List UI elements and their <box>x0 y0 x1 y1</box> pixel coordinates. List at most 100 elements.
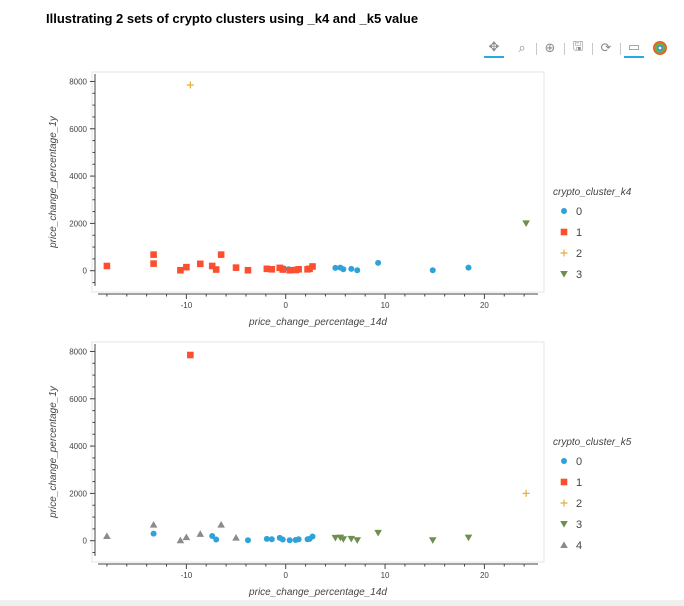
data-point[interactable] <box>522 489 530 497</box>
data-point[interactable] <box>339 536 348 543</box>
data-point[interactable] <box>295 265 302 273</box>
save-tool-icon[interactable]: 🖫 <box>572 39 584 54</box>
data-point[interactable] <box>196 530 205 537</box>
legend-item-label[interactable]: 4 <box>576 540 582 552</box>
data-point[interactable] <box>268 536 275 543</box>
data-point[interactable] <box>212 266 220 273</box>
data-point[interactable] <box>263 535 270 542</box>
data-point[interactable] <box>353 537 362 544</box>
legend-item-label[interactable]: 1 <box>576 477 582 489</box>
y-tick-label: 0 <box>83 537 88 546</box>
series-cluster-2 <box>522 489 530 497</box>
data-point[interactable] <box>244 537 251 544</box>
legend-item-label[interactable]: 0 <box>576 206 582 218</box>
legend-title: crypto_cluster_k4 <box>553 187 632 198</box>
data-point[interactable] <box>177 266 184 274</box>
data-point[interactable] <box>149 521 158 528</box>
data-point[interactable] <box>340 266 347 273</box>
hover-tool-icon[interactable]: ▭ <box>624 38 644 58</box>
y-tick-label: 2000 <box>69 219 87 228</box>
data-point[interactable] <box>196 260 204 268</box>
legend-marker-icon[interactable] <box>560 499 568 507</box>
data-point[interactable] <box>354 267 361 274</box>
data-point[interactable] <box>309 263 316 270</box>
data-point[interactable] <box>103 262 111 270</box>
y-tick-label: 4000 <box>69 172 87 181</box>
y-tick-label: 8000 <box>69 347 87 356</box>
data-point[interactable] <box>336 534 345 542</box>
data-point[interactable] <box>309 533 316 540</box>
toolbar-separator <box>592 43 593 55</box>
data-point[interactable] <box>286 537 293 544</box>
legend-item-label[interactable]: 3 <box>576 519 582 531</box>
data-point[interactable] <box>464 534 473 542</box>
data-point[interactable] <box>103 532 111 539</box>
toolbar-separator <box>620 43 621 55</box>
data-point[interactable] <box>331 534 340 542</box>
legend-marker-icon[interactable] <box>560 271 568 278</box>
data-point[interactable] <box>186 81 194 89</box>
data-point[interactable] <box>347 535 356 543</box>
data-point[interactable] <box>279 266 287 273</box>
series-cluster-3 <box>331 529 473 544</box>
box-zoom-tool-icon[interactable]: ⌕ <box>518 40 526 56</box>
data-point[interactable] <box>268 265 276 273</box>
data-point[interactable] <box>213 536 220 543</box>
scrollbar-track[interactable] <box>0 600 684 606</box>
data-point[interactable] <box>263 265 271 273</box>
data-point[interactable] <box>375 259 382 266</box>
data-point[interactable] <box>232 534 240 541</box>
legend-marker-icon[interactable] <box>560 521 568 528</box>
legend-marker-icon[interactable] <box>561 208 567 214</box>
data-point[interactable] <box>209 532 216 539</box>
data-point[interactable] <box>465 264 472 271</box>
y-tick-label: 0 <box>83 267 88 276</box>
data-point[interactable] <box>150 251 157 258</box>
series-cluster-4 <box>103 521 240 544</box>
data-point[interactable] <box>183 263 190 271</box>
series-cluster-1 <box>103 251 316 274</box>
x-tick-label: -10 <box>181 571 193 580</box>
data-point[interactable] <box>332 264 339 271</box>
data-point[interactable] <box>176 536 185 544</box>
data-point[interactable] <box>182 533 191 541</box>
y-tick-label: 2000 <box>69 489 87 498</box>
data-point[interactable] <box>279 536 286 543</box>
data-point[interactable] <box>295 536 302 543</box>
y-tick-label: 6000 <box>69 125 87 134</box>
wheel-zoom-tool-icon[interactable]: ⊕ <box>544 40 556 56</box>
legend-marker-icon[interactable] <box>560 541 568 548</box>
legend-item-label[interactable]: 0 <box>576 456 582 468</box>
data-point[interactable] <box>286 266 293 274</box>
data-point[interactable] <box>150 260 157 267</box>
legend-item-label[interactable]: 3 <box>576 269 582 281</box>
legend-item-label[interactable]: 1 <box>576 227 582 239</box>
data-point[interactable] <box>522 220 530 227</box>
toolbar-separator <box>536 43 537 55</box>
legend: crypto_cluster_k5 0 1 2 3 4 <box>553 437 632 552</box>
data-point[interactable] <box>187 351 194 359</box>
legend-item-label[interactable]: 2 <box>576 498 582 510</box>
data-point[interactable] <box>428 537 437 544</box>
legend-item-label[interactable]: 2 <box>576 248 582 260</box>
legend-marker-icon[interactable] <box>560 249 568 257</box>
data-point[interactable] <box>232 264 240 271</box>
pan-tool-icon[interactable]: ✥ <box>484 38 504 58</box>
plot-frame <box>91 71 545 293</box>
data-point[interactable] <box>217 251 225 258</box>
data-point[interactable] <box>150 530 157 537</box>
legend-marker-icon[interactable] <box>560 478 568 486</box>
reset-tool-icon[interactable]: ⟳ <box>600 40 612 56</box>
data-point[interactable] <box>374 529 382 537</box>
data-point[interactable] <box>208 262 216 270</box>
data-point[interactable] <box>348 265 355 272</box>
legend-marker-icon[interactable] <box>561 458 567 464</box>
data-point[interactable] <box>429 267 436 274</box>
data-point[interactable] <box>217 521 225 528</box>
legend-marker-icon[interactable] <box>560 228 568 236</box>
bokeh-logo-icon[interactable] <box>650 38 670 58</box>
data-point[interactable] <box>244 266 252 274</box>
series-cluster-0 <box>150 530 316 544</box>
